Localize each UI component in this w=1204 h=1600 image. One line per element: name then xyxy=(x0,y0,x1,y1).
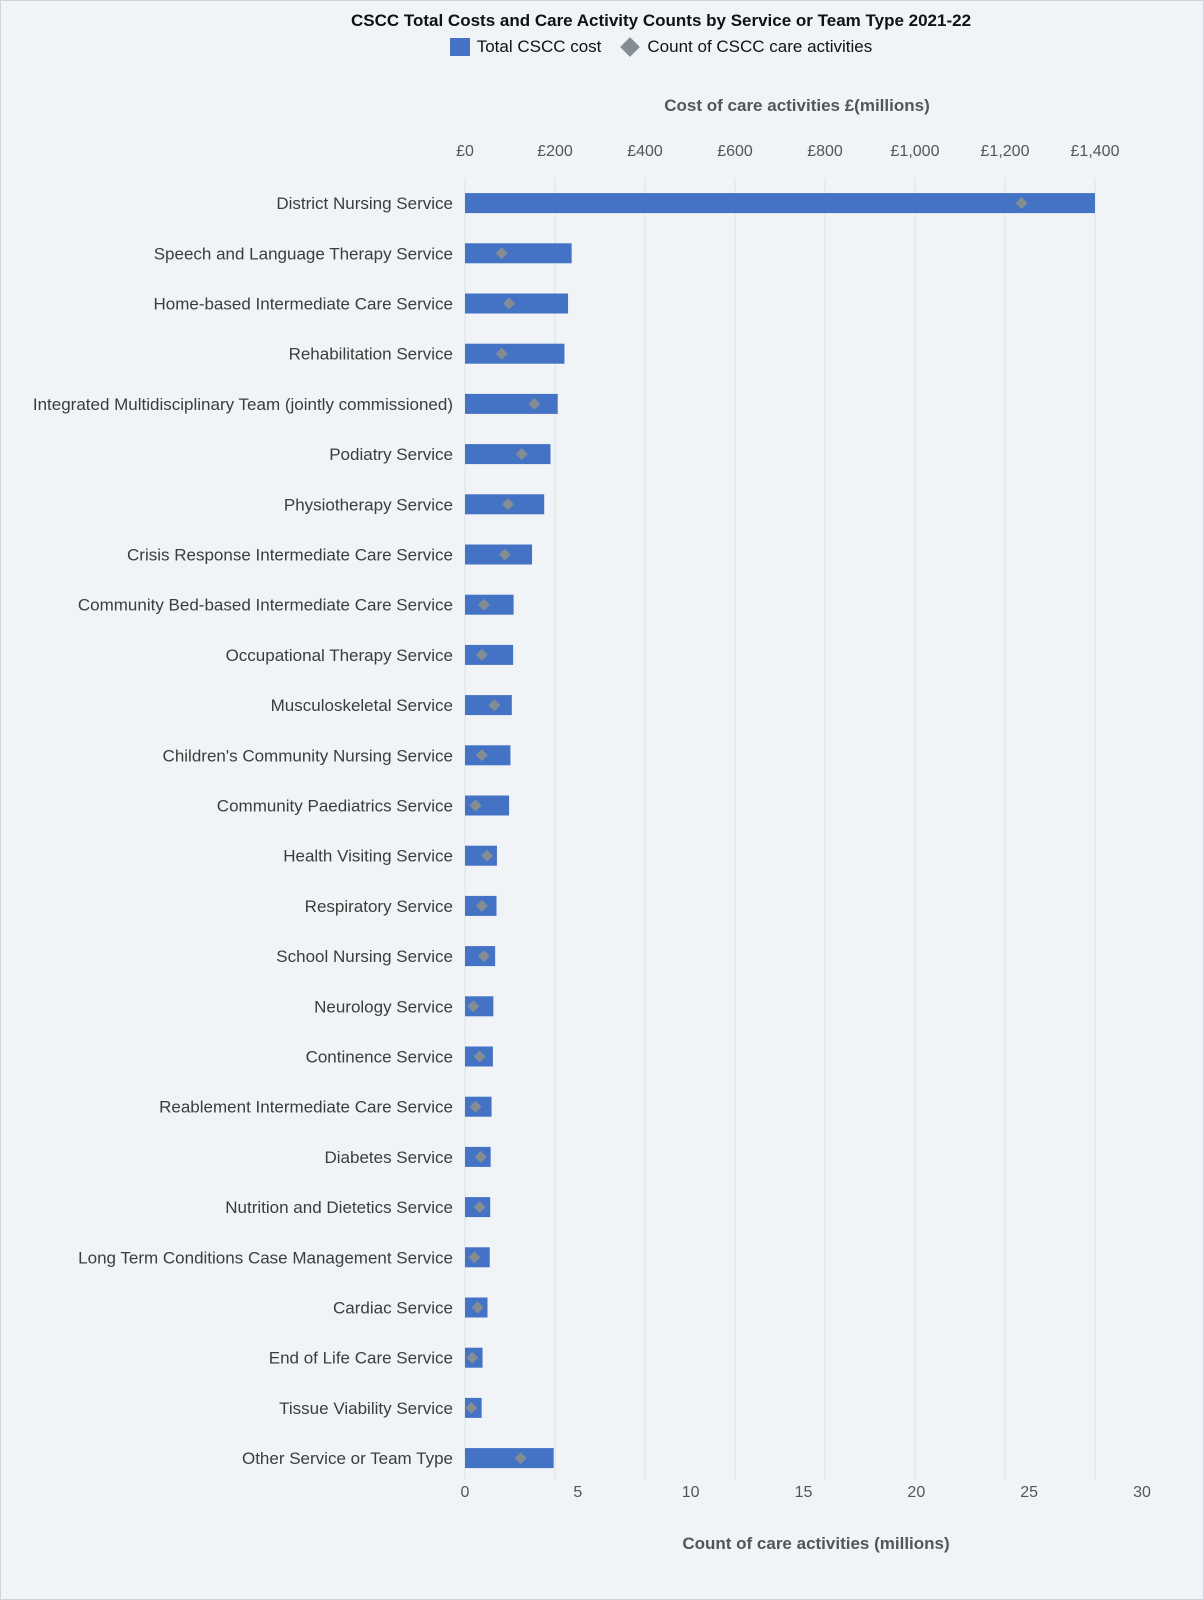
cost-bar xyxy=(465,845,497,866)
top-tick-label: £200 xyxy=(537,143,573,160)
count-marker xyxy=(481,849,494,862)
top-tick-label: £0 xyxy=(456,143,474,160)
category-label: Musculoskeletal Service xyxy=(271,696,453,715)
top-tick-label: £1,200 xyxy=(981,143,1030,160)
category-label: Health Visiting Service xyxy=(283,847,453,866)
top-tick-label: £1,400 xyxy=(1071,143,1120,160)
cost-bar xyxy=(465,393,558,414)
count-marker xyxy=(498,548,511,561)
legend-swatch-cost xyxy=(449,38,470,56)
count-marker xyxy=(471,1301,484,1314)
category-label: Community Bed-based Intermediate Care Se… xyxy=(78,596,453,615)
legend-entry-cost: Total CSCC cost xyxy=(449,37,602,57)
category-label: Nutrition and Dietetics Service xyxy=(225,1198,453,1217)
count-marker xyxy=(515,448,528,461)
cost-bar xyxy=(465,293,569,314)
count-marker xyxy=(473,1050,486,1063)
category-label: District Nursing Service xyxy=(276,194,453,213)
category-label: Home-based Intermediate Care Service xyxy=(153,295,453,314)
bottom-tick-label: 20 xyxy=(907,1484,925,1501)
category-label: Respiratory Service xyxy=(305,897,453,916)
category-label: Integrated Multidisciplinary Team (joint… xyxy=(33,395,453,414)
count-marker xyxy=(495,247,508,260)
count-marker xyxy=(474,1150,487,1163)
legend-label-cost: Total CSCC cost xyxy=(476,37,602,56)
cost-bar xyxy=(465,444,551,465)
category-label: Children's Community Nursing Service xyxy=(163,746,453,765)
count-marker xyxy=(465,1401,478,1414)
category-label: School Nursing Service xyxy=(276,947,453,966)
category-label: Diabetes Service xyxy=(324,1148,453,1167)
cost-bar xyxy=(465,343,565,364)
category-label: Speech and Language Therapy Service xyxy=(154,244,453,263)
category-label: Podiatry Service xyxy=(329,445,453,464)
count-marker xyxy=(468,1251,481,1264)
bottom-tick-label: 5 xyxy=(573,1484,582,1501)
category-label: Cardiac Service xyxy=(333,1299,453,1318)
top-tick-label: £800 xyxy=(807,143,843,160)
top-axis-title: Cost of care activities £(millions) xyxy=(664,96,929,115)
count-marker xyxy=(466,1351,479,1364)
count-marker xyxy=(503,297,516,310)
legend-label-count: Count of CSCC care activities xyxy=(647,37,873,56)
cost-bar xyxy=(465,644,514,665)
count-marker xyxy=(469,799,482,812)
legend-entry-count: Count of CSCC care activities xyxy=(619,37,872,57)
legend: Total CSCC cost Count of CSCC care activ… xyxy=(1,37,1204,57)
count-marker xyxy=(488,699,501,712)
bottom-tick-label: 10 xyxy=(682,1484,700,1501)
category-label: Long Term Conditions Case Management Ser… xyxy=(78,1248,453,1267)
count-marker xyxy=(514,1452,527,1465)
category-label: Occupational Therapy Service xyxy=(226,646,453,665)
count-marker xyxy=(477,950,490,963)
category-label: End of Life Care Service xyxy=(269,1349,453,1368)
count-marker xyxy=(477,598,490,611)
category-label: Neurology Service xyxy=(314,997,453,1016)
count-marker xyxy=(1015,197,1028,210)
bottom-tick-label: 30 xyxy=(1133,1484,1151,1501)
category-label: Reablement Intermediate Care Service xyxy=(159,1098,453,1117)
count-marker xyxy=(475,648,488,661)
category-label: Rehabilitation Service xyxy=(289,345,453,364)
category-label: Crisis Response Intermediate Care Servic… xyxy=(127,546,453,565)
category-label: Community Paediatrics Service xyxy=(217,797,453,816)
bottom-tick-label: 25 xyxy=(1020,1484,1038,1501)
count-marker xyxy=(502,498,515,511)
count-marker xyxy=(475,899,488,912)
category-label: Tissue Viability Service xyxy=(279,1399,453,1418)
bottom-axis-title: Count of care activities (millions) xyxy=(682,1534,949,1553)
chart-title: CSCC Total Costs and Care Activity Count… xyxy=(350,11,972,30)
count-marker xyxy=(467,1000,480,1013)
count-marker xyxy=(473,1201,486,1214)
count-marker xyxy=(475,749,488,762)
top-tick-label: £1,000 xyxy=(891,143,940,160)
cost-bar xyxy=(465,1448,554,1469)
top-tick-label: £600 xyxy=(717,143,753,160)
count-marker xyxy=(495,347,508,360)
bottom-tick-label: 0 xyxy=(461,1484,470,1501)
count-marker xyxy=(528,397,541,410)
cost-bar xyxy=(465,193,1095,214)
bottom-tick-label: 15 xyxy=(795,1484,813,1501)
category-label: Other Service or Team Type xyxy=(242,1449,453,1468)
top-tick-label: £400 xyxy=(627,143,663,160)
cost-bar xyxy=(465,243,572,264)
count-marker xyxy=(469,1100,482,1113)
category-label: Continence Service xyxy=(306,1048,453,1067)
category-label: Physiotherapy Service xyxy=(284,495,453,514)
cost-bar xyxy=(465,544,533,565)
